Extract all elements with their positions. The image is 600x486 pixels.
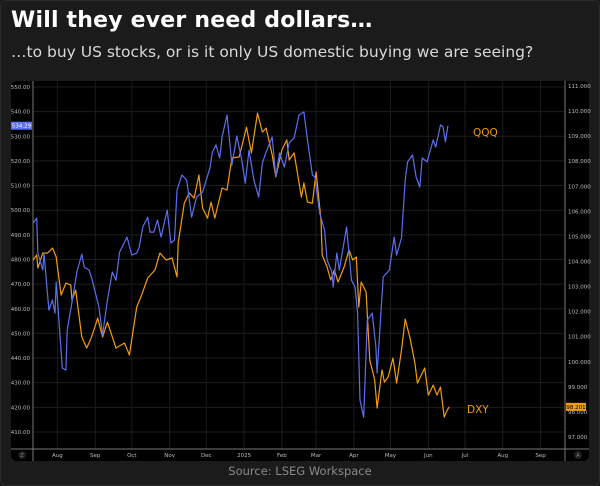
x-tick-label: Jul: [461, 453, 469, 459]
y-left-tick-label: 460.00: [11, 307, 31, 313]
y-right-tick-label: 108.000: [568, 159, 591, 165]
y-right-tick-label: 104.000: [568, 259, 591, 265]
y-left-tick-label: 430.00: [11, 381, 31, 387]
y-left-tick-label: 470.00: [11, 282, 31, 288]
series-label-dxy: DXY: [467, 404, 489, 416]
page-subtitle: …to buy US stocks, or is it only US dome…: [11, 43, 534, 61]
y-left-tick-label: 520.00: [11, 159, 31, 165]
y-left-tick-label: 550.00: [11, 85, 31, 91]
y-right-tick-label: 102.000: [568, 310, 591, 316]
series-line-dxy: [32, 112, 450, 418]
x-tick-label: 2025: [237, 453, 251, 459]
y-right-tick-label: 106.000: [568, 209, 591, 215]
corner-left-label: Z: [20, 453, 24, 459]
y-right-tick-label: 100.000: [568, 360, 591, 366]
y-right-tick-label: 98.000: [568, 410, 588, 416]
chart-panel: [11, 81, 589, 461]
series-label-qqq: QQQ: [473, 127, 498, 139]
labels: QQQ DXY 534.29 98.201: [11, 121, 586, 416]
x-tick-label: Jun: [423, 453, 433, 459]
source-note: Source: LSEG Workspace: [228, 464, 372, 478]
x-tick-label: Aug: [52, 453, 63, 459]
y-left-tick-label: 410.00: [11, 430, 31, 436]
x-tick-label: Dec: [201, 453, 212, 459]
y-right-tick-label: 103.000: [568, 285, 591, 291]
x-tick-label: Aug: [497, 453, 508, 459]
y-right-tick-label: 107.000: [568, 184, 591, 190]
x-tick-label: Oct: [127, 453, 137, 459]
y-right-tick-label: 111.000: [568, 84, 591, 90]
x-tick-label: Feb: [277, 453, 287, 459]
last-value-badge-qqq: [11, 121, 32, 130]
x-tick-label: Sep: [90, 453, 101, 459]
last-value-badge-dxy: [566, 402, 586, 411]
y-right-tick-label: 99.000: [568, 385, 588, 391]
y-left-tick-label: 420.00: [11, 405, 31, 411]
y-left-tick-label: 450.00: [11, 331, 31, 337]
y-left-tick-label: 530.00: [11, 134, 31, 140]
x-tick-label: May: [385, 453, 397, 459]
zoom-reset-icon: [18, 451, 26, 459]
auto-scale-icon: [574, 451, 582, 459]
corner-right-label: A: [576, 453, 580, 459]
page-title: Will they ever need dollars…: [11, 8, 373, 33]
gridlines: [33, 81, 565, 449]
y-left-tick-label: 480.00: [11, 257, 31, 263]
y-left-tick-label: 510.00: [11, 184, 31, 190]
x-tick-label: Mar: [311, 453, 322, 459]
y-left-tick-label: 500.00: [11, 208, 31, 214]
y-right-tick-label: 105.000: [568, 234, 591, 240]
y-right-tick-label: 101.000: [568, 335, 591, 341]
x-tick-label: Nov: [164, 453, 175, 459]
last-value-qqq: 534.29: [12, 124, 32, 130]
x-tick-label: Sep: [535, 453, 546, 459]
y-right-tick-label: 109.000: [568, 134, 591, 140]
y-right-tick-label: 110.000: [568, 109, 591, 115]
last-value-dxy: 98.201: [566, 405, 585, 411]
y-left-tick-label: 440.00: [11, 356, 31, 362]
y-left-tick-label: 490.00: [11, 233, 31, 239]
axes: 550.00 540.00 530.00 520.00 510.00 500.00 490.…: [11, 81, 591, 461]
series-line-qqq: [32, 111, 449, 418]
x-tick-label: Apr: [349, 453, 359, 459]
series-lines: [32, 111, 450, 418]
y-right-tick-label: 97.000: [568, 435, 588, 441]
y-left-tick-label: 540.00: [11, 110, 31, 116]
